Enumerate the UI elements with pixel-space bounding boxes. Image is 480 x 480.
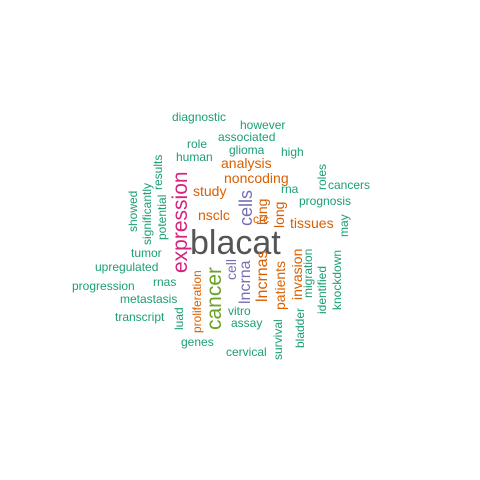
word-luad: luad <box>172 307 186 330</box>
word-survival: survival <box>271 319 285 360</box>
word-lung: lung <box>254 198 270 225</box>
word-metastasis: metastasis <box>120 292 178 306</box>
word-human: human <box>176 150 213 164</box>
word-diagnostic: diagnostic <box>172 110 227 124</box>
word-progression: progression <box>72 279 135 293</box>
word-nsclc: nsclc <box>198 207 230 223</box>
word-potential: potential <box>155 194 169 240</box>
word-tissues: tissues <box>290 215 334 231</box>
word-knockdown: knockdown <box>330 249 344 310</box>
word-rna: rna <box>281 182 299 196</box>
word-glioma: glioma <box>229 143 265 157</box>
word-analysis: analysis <box>221 155 272 171</box>
word-patients: patients <box>272 260 288 310</box>
word-cervical: cervical <box>226 345 267 359</box>
word-associated: associated <box>218 130 276 144</box>
word-upregulated: upregulated <box>95 260 159 274</box>
word-tumor: tumor <box>131 246 162 260</box>
word-bladder: bladder <box>293 307 307 348</box>
word-identified: identified <box>315 265 329 314</box>
word-genes: genes <box>181 335 214 349</box>
word-study: study <box>193 183 227 199</box>
word-assay: assay <box>231 316 263 330</box>
word-expression: expression <box>169 171 192 273</box>
word-migration: migration <box>301 248 315 298</box>
word-prognosis: prognosis <box>299 194 352 208</box>
word-noncoding: noncoding <box>224 170 289 186</box>
word-showed: showed <box>126 190 140 232</box>
word-lncrna: lncrna <box>237 260 254 304</box>
word-high: high <box>281 145 304 159</box>
word-cancers: cancers <box>328 178 371 192</box>
word-blacat: blacat <box>190 224 281 262</box>
word-roles: roles <box>315 163 329 190</box>
word-lncrnas: lncrnas <box>254 250 271 302</box>
word-cell: cell <box>223 258 239 280</box>
word-role: role <box>187 137 208 151</box>
word-may: may <box>337 214 351 237</box>
word-crc: crc <box>253 212 269 226</box>
word-cells: cells <box>236 189 256 226</box>
word-rnas: rnas <box>153 275 177 289</box>
word-proliferation: proliferation <box>190 270 204 333</box>
word-vitro: vitro <box>228 304 251 318</box>
word-significantly: significantly <box>140 182 154 245</box>
word-cancer: cancer <box>203 266 226 330</box>
word-however: however <box>240 118 286 132</box>
word-transcript: transcript <box>115 310 165 324</box>
word-long: long <box>271 201 287 228</box>
